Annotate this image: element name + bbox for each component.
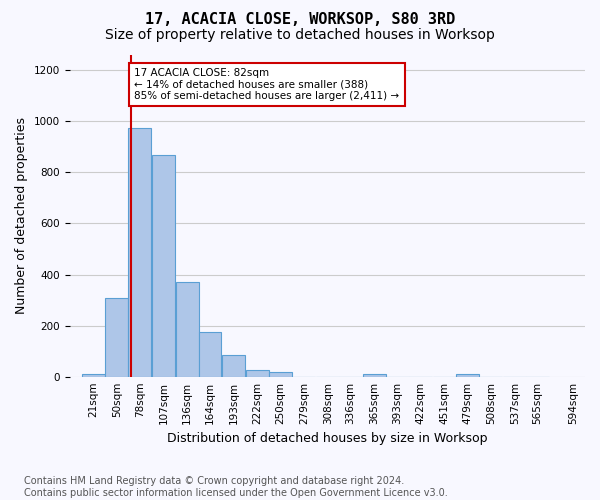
Bar: [128, 128, 151, 376]
Text: 17 ACACIA CLOSE: 82sqm
← 14% of detached houses are smaller (388)
85% of semi-de: 17 ACACIA CLOSE: 82sqm ← 14% of detached…: [134, 68, 400, 101]
Bar: [269, 372, 292, 376]
Bar: [106, 298, 128, 376]
Y-axis label: Number of detached properties: Number of detached properties: [15, 118, 28, 314]
Bar: [176, 282, 199, 376]
Bar: [199, 332, 221, 376]
X-axis label: Distribution of detached houses by size in Worksop: Distribution of detached houses by size …: [167, 432, 488, 445]
Text: Contains HM Land Registry data © Crown copyright and database right 2024.
Contai: Contains HM Land Registry data © Crown c…: [24, 476, 448, 498]
Text: Size of property relative to detached houses in Worksop: Size of property relative to detached ho…: [105, 28, 495, 42]
Bar: [246, 370, 269, 376]
Bar: [363, 374, 386, 376]
Bar: [82, 374, 104, 376]
Bar: [456, 374, 479, 376]
Text: 17, ACACIA CLOSE, WORKSOP, S80 3RD: 17, ACACIA CLOSE, WORKSOP, S80 3RD: [145, 12, 455, 28]
Bar: [222, 355, 245, 376]
Bar: [152, 154, 175, 376]
